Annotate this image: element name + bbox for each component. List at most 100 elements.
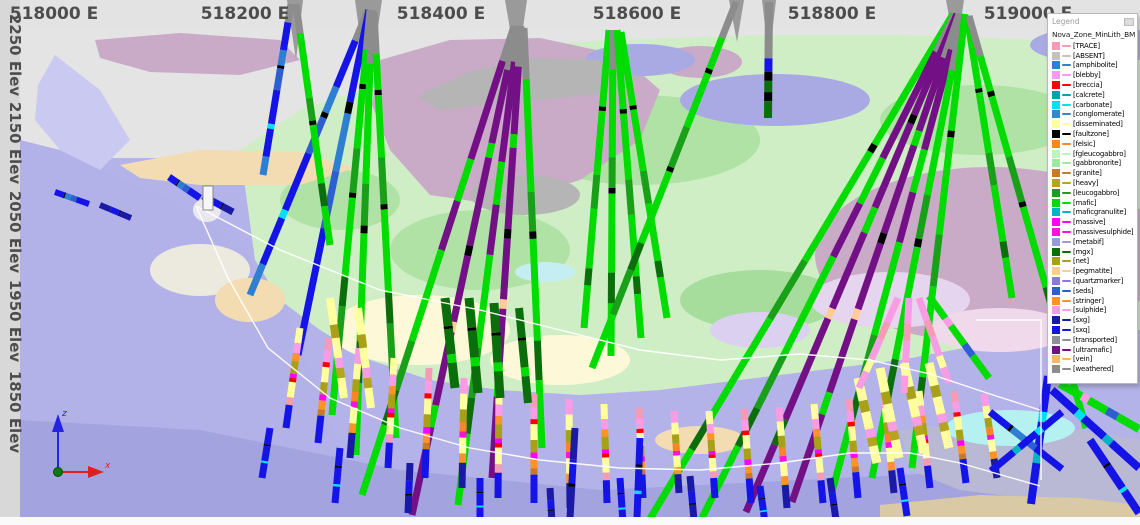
- drillhole-interval[interactable]: [854, 242, 884, 311]
- drillhole-interval[interactable]: [885, 441, 893, 449]
- drillhole-interval[interactable]: [812, 428, 821, 438]
- drillhole-interval[interactable]: [348, 423, 357, 434]
- drillhole-interval[interactable]: [926, 293, 949, 321]
- drillhole-interval[interactable]: [987, 409, 1012, 430]
- drillhole-interval[interactable]: [1121, 489, 1140, 516]
- drillhole-interval[interactable]: [181, 183, 191, 194]
- drillhole-interval[interactable]: [901, 362, 910, 376]
- drillhole-interval[interactable]: [322, 349, 332, 363]
- drillhole-interval[interactable]: [1101, 433, 1114, 447]
- drillhole-interval[interactable]: [326, 297, 338, 326]
- drillhole-interval[interactable]: [929, 335, 943, 358]
- drillhole-interval[interactable]: [489, 302, 501, 333]
- drillhole-interval[interactable]: [584, 268, 593, 286]
- drillhole-interval[interactable]: [639, 170, 653, 205]
- drillhole-interval[interactable]: [706, 36, 726, 71]
- drillhole-interval[interactable]: [830, 201, 863, 259]
- drillhole-interval[interactable]: [896, 191, 917, 244]
- drillhole-interval[interactable]: [450, 255, 472, 323]
- drillhole-interval[interactable]: [938, 421, 950, 433]
- drillhole-interval[interactable]: [1032, 452, 1042, 464]
- drillhole-interval[interactable]: [292, 342, 302, 354]
- drillhole-interval[interactable]: [535, 380, 546, 449]
- drillhole-interval[interactable]: [999, 241, 1010, 259]
- drillhole-interval[interactable]: [246, 262, 266, 297]
- drillhole-interval[interactable]: [826, 477, 836, 494]
- drillhole-interval[interactable]: [921, 48, 955, 151]
- drillhole-interval[interactable]: [984, 417, 993, 429]
- drillhole-interval[interactable]: [868, 445, 882, 464]
- drillhole-interval[interactable]: [871, 121, 914, 209]
- drillhole-interval[interactable]: [386, 417, 395, 435]
- drillhole-interval[interactable]: [625, 179, 635, 216]
- drillhole-interval[interactable]: [446, 353, 457, 364]
- drillhole-interval[interactable]: [671, 434, 680, 445]
- drillhole-interval[interactable]: [856, 156, 886, 206]
- legend-titlebar[interactable]: Legend: [1048, 14, 1137, 28]
- drillhole-interval[interactable]: [705, 316, 774, 423]
- drillhole-interval[interactable]: [871, 12, 957, 147]
- drillhole-interval[interactable]: [1018, 200, 1027, 208]
- drillhole-interval[interactable]: [811, 418, 820, 430]
- drillhole-interval[interactable]: [309, 124, 325, 184]
- drillhole-interval[interactable]: [745, 478, 755, 504]
- drillhole-interval[interactable]: [975, 91, 993, 154]
- drillhole-interval[interactable]: [474, 254, 494, 349]
- drillhole-interval[interactable]: [514, 25, 525, 67]
- drillhole-interval[interactable]: [186, 187, 202, 201]
- drillhole-interval[interactable]: [828, 492, 838, 505]
- legend-collapse-button[interactable]: [1124, 17, 1134, 26]
- drillhole-interval[interactable]: [915, 296, 931, 323]
- drillhole-interval[interactable]: [599, 29, 613, 107]
- drillhole-interval[interactable]: [332, 112, 352, 172]
- drillhole-interval[interactable]: [879, 50, 940, 160]
- drillhole-interval[interactable]: [335, 367, 346, 379]
- drillhole-interval[interactable]: [828, 419, 855, 493]
- drillhole-interval[interactable]: [959, 458, 970, 484]
- drillhole-interval[interactable]: [985, 152, 998, 186]
- drillhole-interval[interactable]: [388, 374, 397, 387]
- drillhole-interval[interactable]: [357, 334, 368, 349]
- drillhole-interval[interactable]: [670, 410, 679, 423]
- drillhole-interval[interactable]: [167, 174, 180, 186]
- drillhole-interval[interactable]: [590, 174, 601, 210]
- drillhole-interval[interactable]: [846, 410, 855, 423]
- drillhole-interval[interactable]: [440, 297, 453, 327]
- drillhole-interval[interactable]: [630, 109, 647, 172]
- drillhole-interval[interactable]: [464, 297, 477, 329]
- drillhole-interval[interactable]: [955, 429, 964, 441]
- drillhole-interval[interactable]: [491, 335, 503, 363]
- drillhole-interval[interactable]: [317, 182, 328, 207]
- drillhole-interval[interactable]: [987, 90, 996, 98]
- drillhole-interval[interactable]: [780, 475, 789, 486]
- drillhole-interval[interactable]: [520, 366, 530, 377]
- drillhole-interval[interactable]: [913, 238, 923, 248]
- drillhole-interval[interactable]: [467, 59, 506, 161]
- drillhole-interval[interactable]: [886, 421, 898, 432]
- drillhole-interval[interactable]: [463, 397, 476, 434]
- drillhole-interval[interactable]: [617, 31, 637, 107]
- drillhole-interval[interactable]: [1019, 205, 1050, 289]
- drillhole-interval[interactable]: [929, 384, 942, 399]
- drillhole-interval[interactable]: [585, 208, 598, 269]
- drillhole-interval[interactable]: [273, 68, 284, 91]
- drillhole-interval[interactable]: [470, 356, 480, 367]
- drillhole-interval[interactable]: [1118, 485, 1128, 494]
- drillhole-interval[interactable]: [1058, 380, 1084, 400]
- drillhole-interval[interactable]: [318, 400, 326, 410]
- drillhole-interval[interactable]: [913, 425, 925, 436]
- drillhole-interval[interactable]: [923, 465, 934, 489]
- drillhole-interval[interactable]: [98, 202, 112, 213]
- drillhole-interval[interactable]: [851, 466, 860, 473]
- drillhole-interval[interactable]: [932, 395, 946, 416]
- drillhole-interval[interactable]: [262, 128, 275, 158]
- drillhole-interval[interactable]: [1005, 155, 1026, 203]
- drillhole-interval[interactable]: [947, 13, 969, 132]
- drillhole-interval[interactable]: [633, 494, 642, 519]
- drillhole-interval[interactable]: [282, 404, 293, 429]
- drillhole-interval[interactable]: [956, 440, 965, 447]
- drillhole-interval[interactable]: [292, 3, 304, 34]
- drillhole-interval[interactable]: [810, 403, 819, 420]
- drillhole-interval[interactable]: [309, 120, 317, 126]
- drillhole-interval[interactable]: [470, 365, 483, 394]
